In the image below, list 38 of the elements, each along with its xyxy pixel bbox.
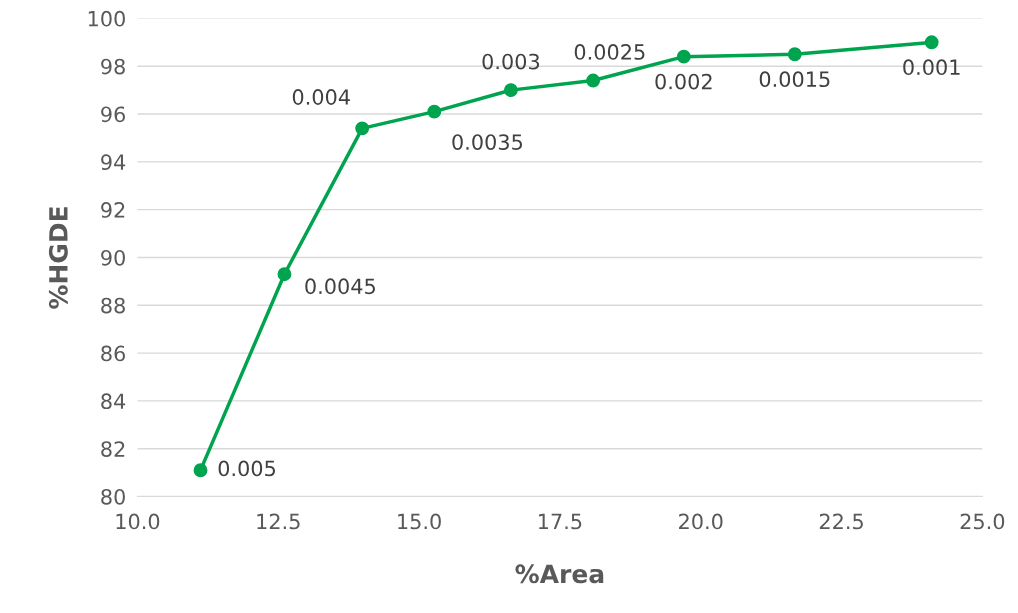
- point: [277, 267, 292, 282]
- annotation: 0.005: [218, 460, 276, 477]
- annotation: 0.001: [903, 59, 960, 76]
- annotation: 0.004: [292, 89, 350, 105]
- annotation: 0.0045: [305, 278, 375, 295]
- y-tick-label: 94: [101, 154, 126, 171]
- y-tick-label: 86: [101, 345, 126, 362]
- point: [427, 104, 442, 119]
- point: [503, 83, 518, 98]
- annotation: 0.002: [655, 73, 712, 90]
- x-axis-title: %Area: [515, 564, 604, 584]
- point: [924, 35, 939, 50]
- x-tick-label: 22.5: [819, 513, 863, 530]
- x-tick-label: 25.0: [960, 513, 1005, 530]
- point: [355, 121, 370, 136]
- y-tick-label: 82: [101, 441, 125, 457]
- y-tick-label: 80: [101, 488, 125, 505]
- point: [787, 47, 802, 62]
- y-tick-label: 100: [88, 10, 125, 27]
- y-axis-title: %HGDE: [48, 207, 68, 309]
- x-tick-label: 12.5: [257, 513, 300, 530]
- annotation: 0.0035: [452, 134, 523, 150]
- y-tick-label: 92: [101, 202, 125, 218]
- point: [586, 73, 601, 88]
- y-tick-label: 98: [101, 58, 125, 75]
- annotation: 0.0015: [759, 71, 830, 88]
- annotation: 0.0025: [574, 44, 645, 60]
- x-tick-label: 17.5: [538, 513, 582, 530]
- y-tick-label: 88: [101, 297, 125, 314]
- x-tick-label: 15.0: [398, 513, 441, 530]
- y-tick-label: 96: [101, 106, 126, 123]
- y-tick-label: 90: [101, 249, 125, 266]
- x-tick-label: 10.0: [116, 513, 160, 530]
- point: [676, 49, 691, 64]
- annotation: 0.003: [482, 53, 540, 70]
- y-tick-label: 84: [101, 393, 126, 410]
- point: [193, 463, 208, 478]
- x-tick-label: 20.0: [679, 513, 723, 530]
